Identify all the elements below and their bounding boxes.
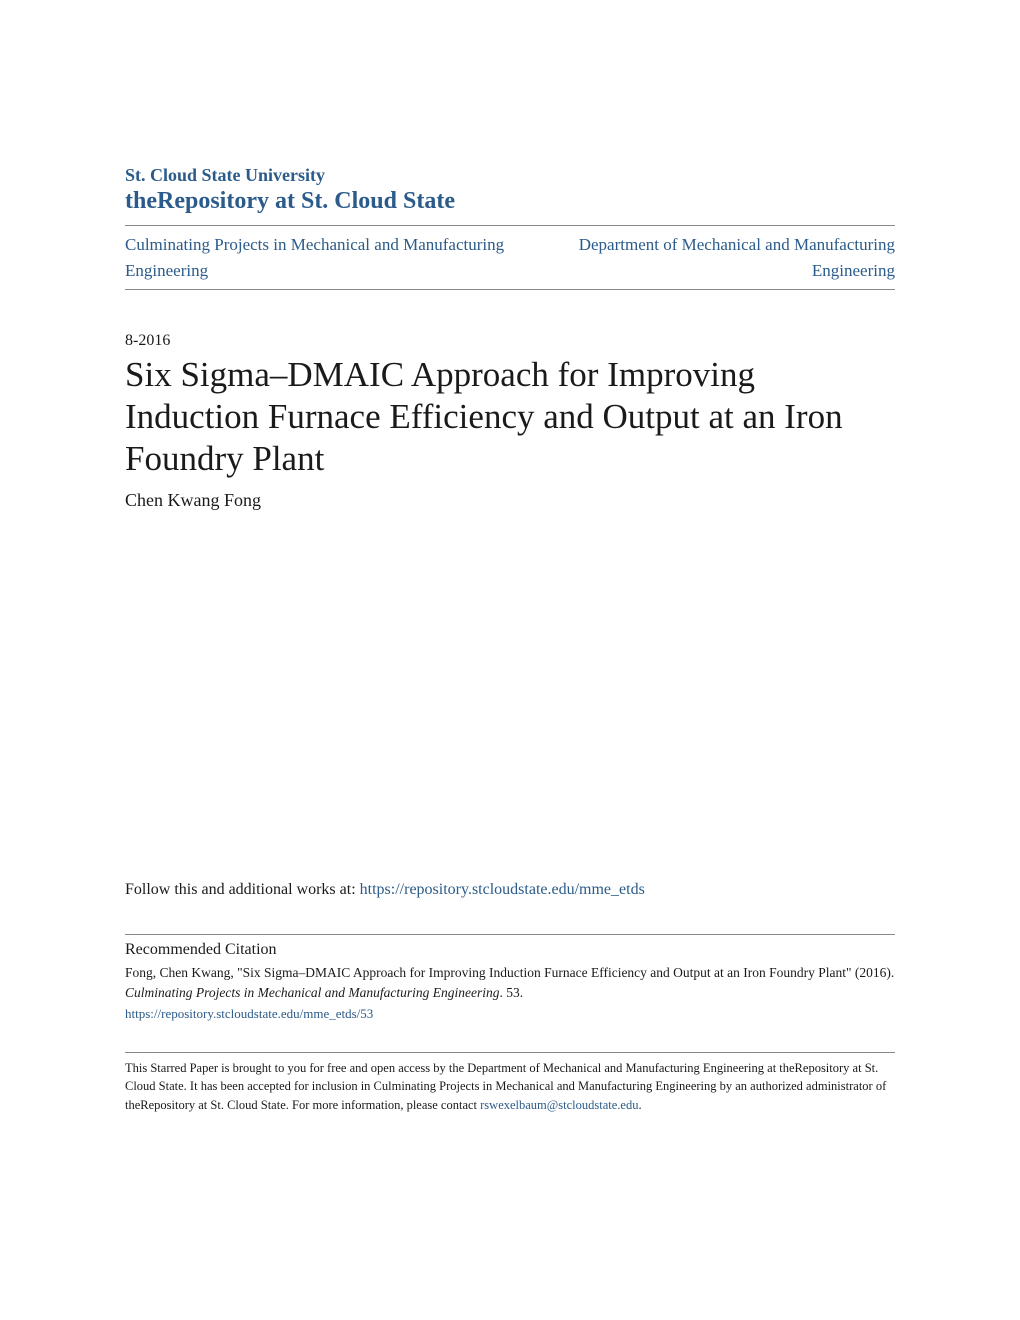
citation-text: Fong, Chen Kwang, "Six Sigma–DMAIC Appro… [125,963,895,1004]
divider-footer [125,1052,895,1053]
publication-date: 8-2016 [125,332,895,350]
follow-works-text: Follow this and additional works at: htt… [125,881,895,899]
footer-email-link[interactable]: rswexelbaum@stcloudstate.edu [480,1098,638,1112]
divider-bottom [125,289,895,290]
footer-text: This Starred Paper is brought to you for… [125,1059,895,1115]
institution-name: St. Cloud State University [125,165,895,186]
paper-title: Six Sigma–DMAIC Approach for Improving I… [125,354,895,480]
breadcrumb-row: Culminating Projects in Mechanical and M… [125,226,895,289]
repository-name: theRepository at St. Cloud State [125,188,895,215]
breadcrumb-collection-link[interactable]: Culminating Projects in Mechanical and M… [125,232,538,283]
breadcrumb-department-link[interactable]: Department of Mechanical and Manufacturi… [538,232,895,283]
citation-link[interactable]: https://repository.stcloudstate.edu/mme_… [125,1006,895,1022]
follow-works-link[interactable]: https://repository.stcloudstate.edu/mme_… [360,881,645,898]
paper-author: Chen Kwang Fong [125,490,895,511]
divider-citation [125,934,895,935]
citation-heading: Recommended Citation [125,941,895,959]
